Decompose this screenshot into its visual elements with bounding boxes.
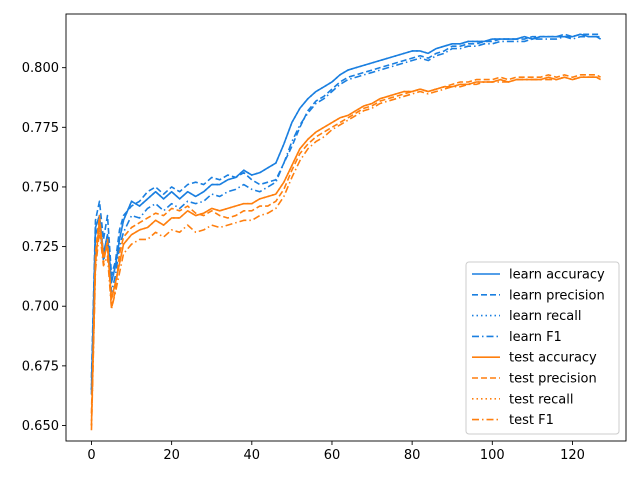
axes-layer: 0 20 40 60 80 100 120 0.650 0.675 0.700 0.725 0.750… — [22, 13, 627, 463]
y-tick-label: 0.800 — [22, 61, 59, 76]
y-tick-label: 0.775 — [22, 121, 59, 136]
legend-entry: learn F1 — [509, 330, 562, 345]
series-line-learn-f1 — [90, 35, 601, 395]
y-tick-label: 0.725 — [22, 240, 59, 255]
x-tick-label: 40 — [244, 448, 261, 463]
x-tick-label: 120 — [560, 448, 585, 463]
y-tick-label: 0.675 — [22, 359, 59, 374]
legend-entry: test precision — [509, 372, 597, 387]
x-tick-label: 60 — [324, 448, 341, 463]
series-layer — [90, 33, 601, 431]
legend-box — [465, 261, 620, 435]
legend-entry: learn precision — [509, 288, 605, 303]
x-tick-label: 100 — [480, 448, 505, 463]
series-line-test-precision — [90, 74, 601, 414]
legend: learn accuracy learn precision learn recal… — [465, 261, 620, 435]
series-line-test-recall — [90, 76, 601, 426]
x-tick-label: 20 — [163, 448, 180, 463]
y-tick-label: 0.750 — [22, 180, 59, 195]
legend-entry: test accuracy — [509, 351, 597, 366]
y-tick-label: 0.700 — [22, 300, 59, 315]
legend-entry: test recall — [509, 392, 574, 407]
legend-entry: learn recall — [509, 309, 581, 324]
plot-frame — [65, 13, 627, 442]
x-tick-label: 0 — [87, 448, 95, 463]
series-line-learn-precision — [90, 33, 601, 378]
y-tick-label: 0.650 — [22, 419, 59, 434]
series-line-learn-recall — [90, 33, 601, 390]
legend-entry: test F1 — [509, 413, 554, 428]
x-tick-label: 80 — [404, 448, 421, 463]
legend-entry: learn accuracy — [509, 268, 605, 283]
